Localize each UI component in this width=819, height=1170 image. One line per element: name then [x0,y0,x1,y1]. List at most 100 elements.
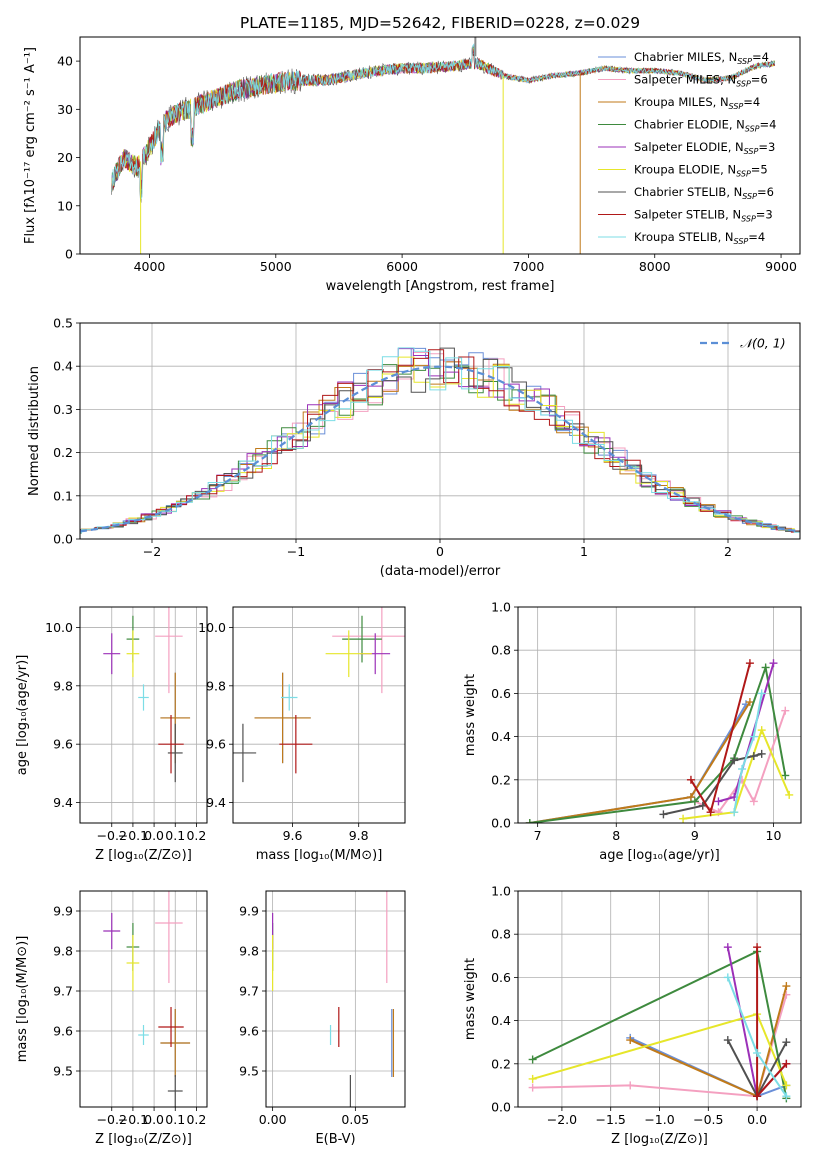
legend-label-tail: =4 [752,50,769,64]
panel-weight_vs_Z: −2.0 −1.5 −1.0 −0.5 0.0 0.0 0.2 0.4 0.6 0.8 1.0 Z [… [463,884,802,1147]
x-axis-label: Z [log₁₀(Z/Z⊙)] [95,1132,192,1147]
x-axis-label: age [log₁₀(age/yr)] [599,848,720,863]
legend-label-main: Kroupa STELIB, N [634,230,734,244]
axes-frame [79,606,208,824]
y-tick-label: 9.5 [53,1064,73,1079]
legend-label: Chabrier ELODIE, NSSP=4 [634,118,776,134]
y-tick-label: 9.6 [53,1024,73,1039]
y-axis-label: mass [log₁₀(M/M⊙)] [15,936,30,1063]
axes-frame [79,36,801,255]
legend-label-sub: SSP [745,125,760,134]
legend-label: Kroupa STELIB, NSSP=4 [634,230,765,246]
axes-frame [517,890,802,1108]
y-axis-label: mass weight [463,958,478,1040]
legend-label: 𝒩(0, 1) [740,336,786,351]
hist-salpeter-stelib [80,349,800,534]
legend-label-tail: =5 [751,163,768,177]
plot-area [111,37,776,254]
x-tick-label: −0.1 [118,1112,148,1127]
legend-label: Chabrier STELIB, NSSP=6 [634,185,774,201]
legend-label-main: Chabrier STELIB, N [634,185,742,199]
weight-line [733,693,763,813]
legend-label-sub: SSP [741,215,756,224]
y-axis-label: Flux [fλ10⁻¹⁷ erg cm⁻² s⁻¹ A⁻¹] [23,47,38,244]
y-tick-label: 0.0 [491,1100,511,1115]
plot-area [272,891,395,1107]
legend-label-sub: SSP [737,57,752,66]
y-tick-label: 10.0 [198,620,226,635]
figure-title: PLATE=1185, MJD=52642, FIBERID=0228, z=0… [240,14,640,32]
x-tick-label: −1.5 [596,1112,626,1127]
y-tick-label: 9.6 [53,737,73,752]
y-tick-label: 0.1 [53,488,73,503]
axes-frame [79,322,801,540]
panel-mass_vs_Z: −0.2−0.10.0 0.1 0.2 9.5 9.6 9.7 9.8 9.9 Z [log₁₀… [15,890,208,1147]
axes-frame [232,606,406,824]
y-tick-label: 0.4 [53,359,73,374]
y-tick-label: 9.7 [53,984,73,999]
legend-label-main: Salpeter STELIB, N [634,208,741,222]
x-tick-label: 0 [436,544,444,559]
x-tick-label: −0.2 [97,1112,127,1127]
residuals-legend: 𝒩(0, 1) [700,336,786,351]
weight-line [532,994,788,1098]
y-tick-label: 0.2 [491,1056,511,1071]
x-tick-label: 1 [580,544,588,559]
weight-line [718,662,775,803]
legend-label-tail: =3 [758,140,775,154]
axes-frame [79,890,208,1108]
y-tick-label: 9.8 [53,678,73,693]
weight-line [529,701,751,823]
x-tick-label: 0.2 [186,1112,206,1127]
axes-frame [517,606,802,824]
panel-mass_vs_ebv: 0.00 0.05 9.5 9.6 9.7 9.8 9.9 E(B-V) [239,890,406,1147]
legend-label-sub: SSP [742,192,757,201]
legend-label-main: Kroupa MILES, N [634,95,729,109]
x-tick-label: 9.6 [283,828,303,843]
y-tick-label: 9.8 [53,944,73,959]
weight-line [529,663,787,823]
legend-label-main: Salpeter ELODIE, N [634,140,744,154]
x-tick-label: −2 [143,544,161,559]
x-tick-label: 6000 [386,259,418,274]
legend-label-tail: =6 [751,73,768,87]
legend-label-tail: =4 [760,118,777,132]
y-tick-label: 40 [57,54,73,69]
x-tick-label: 0.1 [165,828,185,843]
legend-label: Kroupa ELODIE, NSSP=5 [634,163,768,179]
legend-label-sub: SSP [736,80,751,89]
legend-label-tail: =6 [757,185,774,199]
panel-age_vs_mass: 9.6 9.8 9.4 9.6 9.8 10.0 mass [log₁₀(M/M⊙)] [198,606,406,863]
panels: 4000 5000 6000 7000 8000 9000010203040wavelen… [15,36,802,1147]
x-tick-label: 9.8 [349,828,369,843]
x-axis-label: (data-model)/error [380,564,501,579]
y-axis-label: Normed distribution [27,366,42,496]
y-tick-label: 0.2 [53,445,73,460]
x-axis-label: E(B-V) [315,1132,355,1147]
y-tick-label: 0.5 [53,316,73,331]
y-tick-label: 9.8 [239,944,259,959]
x-tick-label: 0.0 [144,828,164,843]
y-tick-label: 0.4 [491,729,511,744]
x-tick-label: 5000 [260,259,292,274]
y-tick-label: 0.4 [491,1013,511,1028]
legend-label: Salpeter MILES, NSSP=6 [634,73,768,89]
x-tick-label: −0.5 [693,1112,723,1127]
y-tick-label: 9.5 [239,1064,259,1079]
y-tick-label: 0.0 [491,816,511,831]
x-tick-label: 7 [534,828,542,843]
legend-label-main: Kroupa ELODIE, N [634,163,736,177]
y-tick-label: 9.9 [239,904,259,919]
y-tick-label: 9.6 [206,737,226,752]
x-axis-label: Z [log₁₀(Z/Z⊙)] [611,1132,708,1147]
legend-label-tail: =4 [743,95,760,109]
y-tick-label: 0.8 [491,643,511,658]
x-tick-label: 2 [724,544,732,559]
x-tick-label: 0.0 [747,1112,767,1127]
x-tick-label: −0.2 [97,828,127,843]
x-tick-label: 0.1 [165,1112,185,1127]
legend-label-main: Chabrier ELODIE, N [634,118,745,132]
y-tick-label: 9.8 [206,678,226,693]
